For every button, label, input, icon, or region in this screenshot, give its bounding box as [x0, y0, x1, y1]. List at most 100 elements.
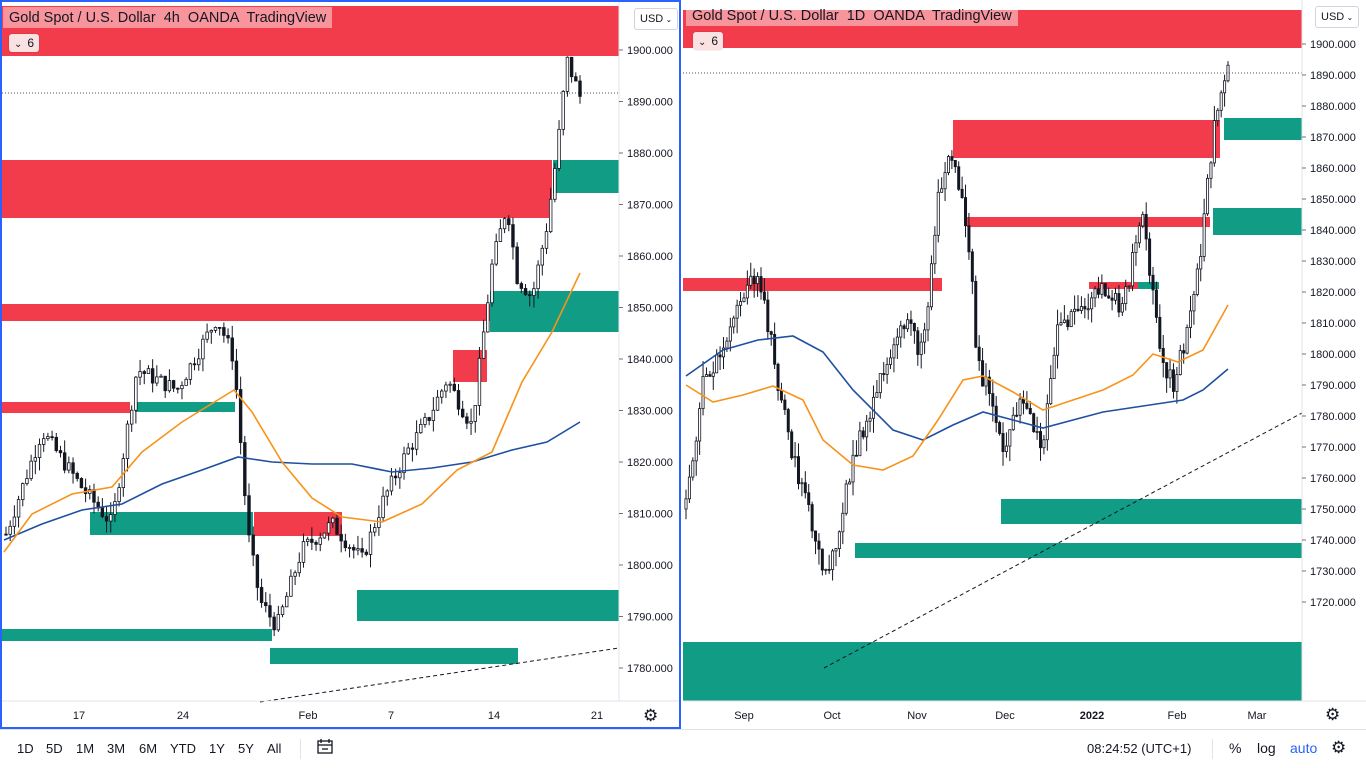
- candle: [868, 411, 872, 433]
- candle: [159, 373, 163, 378]
- candle: [469, 408, 473, 435]
- candle-body: [1137, 225, 1141, 244]
- candle-body: [803, 482, 807, 494]
- candle-body: [381, 495, 385, 519]
- candle: [1073, 295, 1077, 325]
- time-tick-label: Dec: [995, 710, 1015, 722]
- candle: [987, 370, 991, 406]
- candle-body: [62, 452, 67, 471]
- candle: [305, 536, 310, 547]
- range-1y[interactable]: 1Y: [209, 741, 225, 756]
- candle-body: [343, 540, 348, 549]
- candle: [981, 348, 985, 387]
- demand-zone: [1213, 208, 1302, 235]
- candle-body: [967, 225, 971, 253]
- time-tick-label: 14: [488, 710, 500, 722]
- time-tick-label: Nov: [907, 710, 927, 722]
- candle-body: [1056, 324, 1060, 356]
- price-tick-label: 1740.000: [1310, 535, 1356, 547]
- range-ytd[interactable]: YTD: [170, 741, 196, 756]
- range-1d[interactable]: 1D: [17, 741, 34, 756]
- candle-body: [848, 481, 852, 485]
- candle-body: [1120, 303, 1124, 313]
- candle-body: [29, 460, 33, 479]
- indicators-toggle-1d[interactable]: ⌄ 6: [693, 32, 724, 50]
- toolbar-divider: [1212, 739, 1213, 759]
- candle-body: [58, 450, 63, 454]
- candle: [71, 457, 75, 484]
- time-tick-label: 7: [388, 710, 394, 722]
- candle-body: [762, 291, 766, 301]
- chart-canvas-4h[interactable]: 1900.000 1890.000 1880.000 1870.000 1860.000…: [2, 2, 679, 727]
- candle-body: [1192, 294, 1196, 312]
- percent-scale-toggle[interactable]: %: [1229, 740, 1242, 756]
- candle-body: [528, 294, 532, 297]
- candle-body: [507, 218, 511, 225]
- range-3m[interactable]: 3M: [107, 741, 126, 756]
- candle: [1202, 198, 1206, 262]
- gear-icon[interactable]: ⚙: [1325, 705, 1341, 724]
- candle: [1015, 402, 1019, 418]
- candle-body: [851, 454, 855, 483]
- candle: [1076, 295, 1080, 313]
- chart-pane-1d[interactable]: 1900.000 1890.000 1880.000 1870.000 1860.000…: [683, 0, 1366, 729]
- candle-body: [981, 360, 985, 387]
- candle-body: [264, 602, 268, 607]
- candle: [440, 388, 444, 404]
- chart-pane-4h[interactable]: 1900.000 1890.000 1880.000 1870.000 1860.000…: [0, 0, 681, 729]
- candle-body: [817, 540, 821, 550]
- candle-body: [276, 614, 281, 631]
- gear-icon[interactable]: ⚙: [643, 706, 659, 725]
- gear-icon[interactable]: ⚙: [1331, 738, 1347, 757]
- compare-dates-icon[interactable]: [316, 738, 334, 759]
- candle: [776, 362, 780, 401]
- range-all[interactable]: All: [267, 741, 282, 756]
- currency-button-4h[interactable]: USD ⌄: [634, 8, 679, 30]
- candle-body: [532, 288, 536, 296]
- auto-scale-toggle[interactable]: auto: [1290, 740, 1318, 756]
- candle-body: [820, 548, 824, 571]
- price-tick-label: 1810.000: [1310, 318, 1356, 330]
- candle-body: [946, 156, 950, 174]
- range-1m[interactable]: 1M: [76, 741, 95, 756]
- candle: [820, 548, 824, 576]
- range-6m[interactable]: 6M: [139, 741, 158, 756]
- indicators-toggle-4h[interactable]: ⌄ 6: [9, 34, 40, 52]
- candle: [339, 524, 343, 553]
- candle-body: [314, 542, 318, 545]
- candle: [878, 373, 882, 399]
- log-scale-toggle[interactable]: log: [1257, 740, 1276, 756]
- candle: [519, 281, 524, 293]
- candle-body: [557, 128, 561, 169]
- candle: [1182, 343, 1186, 364]
- candle-body: [1042, 439, 1046, 449]
- candle-body: [548, 198, 553, 233]
- clock-timezone[interactable]: 08:24:52 (UTC+1): [1087, 741, 1192, 756]
- range-5d[interactable]: 5D: [46, 741, 63, 756]
- range-5y[interactable]: 5Y: [238, 741, 254, 756]
- candle-body: [393, 475, 398, 479]
- candle: [912, 322, 916, 344]
- currency-button-1d[interactable]: USD ⌄: [1315, 6, 1360, 28]
- candle-body: [929, 263, 933, 308]
- price-tick-label: 1830.000: [1310, 256, 1356, 268]
- candle-body: [902, 325, 906, 330]
- candle: [1093, 286, 1097, 308]
- candle: [96, 496, 100, 512]
- candle-body: [155, 376, 159, 384]
- candle: [814, 530, 818, 555]
- candle: [803, 471, 807, 499]
- candle: [718, 346, 722, 370]
- candle: [742, 292, 746, 303]
- candle: [970, 248, 974, 295]
- price-tick-label: 1830.000: [627, 406, 673, 418]
- candle: [1141, 211, 1145, 229]
- price-tick-label: 1880.000: [1310, 101, 1356, 113]
- indicator-count: 6: [27, 36, 35, 50]
- candle: [998, 420, 1002, 436]
- chart-canvas-1d[interactable]: 1900.000 1890.000 1880.000 1870.000 1860.000…: [683, 0, 1366, 729]
- candle-body: [125, 423, 130, 459]
- chevron-down-icon: ⌄: [14, 39, 23, 50]
- candle: [167, 369, 172, 393]
- candle: [42, 433, 46, 452]
